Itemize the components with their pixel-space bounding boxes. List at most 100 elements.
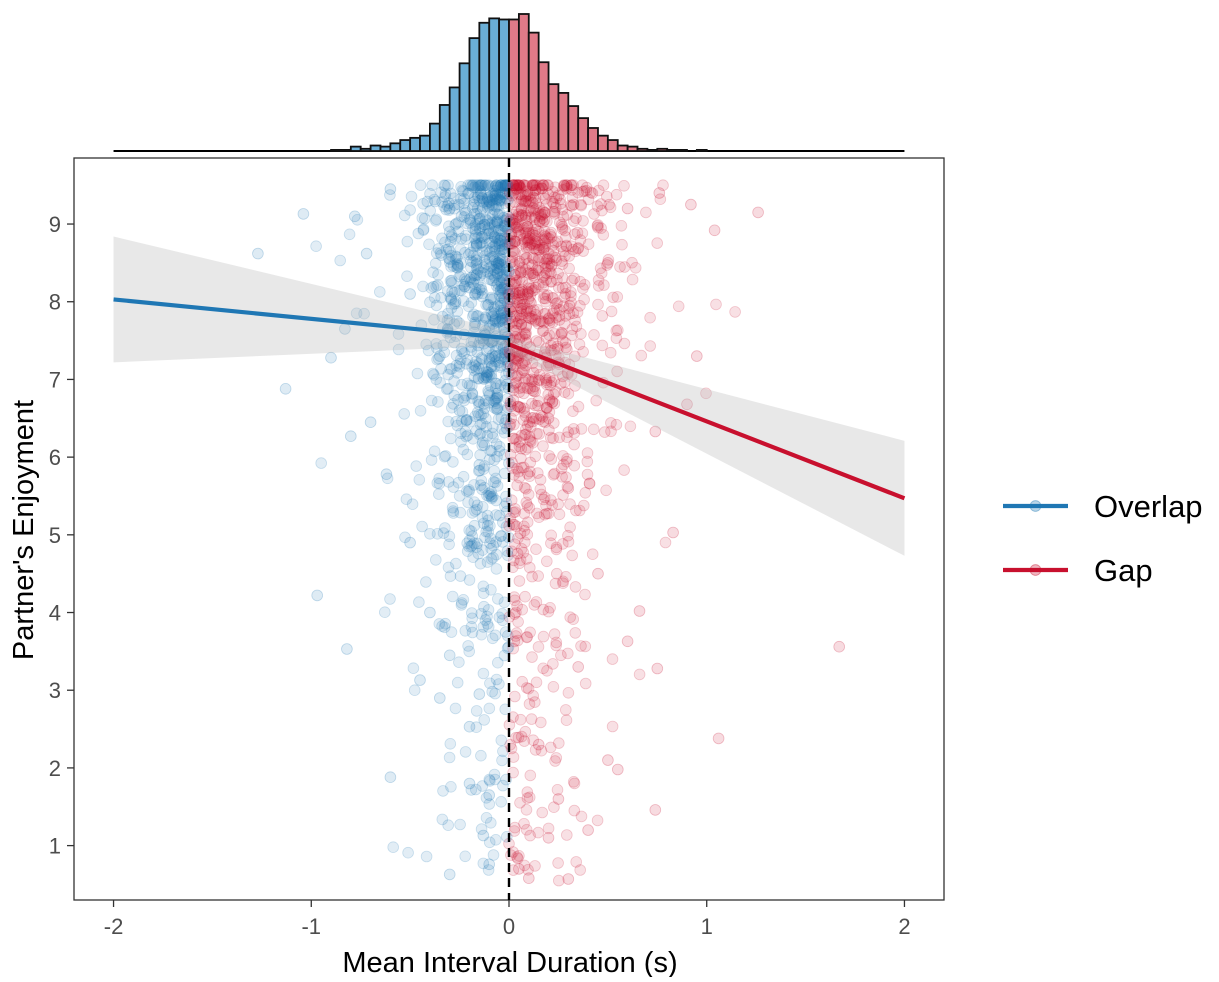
y-axis-label: Partner's Enjoyment	[8, 400, 40, 660]
gap-point	[527, 652, 538, 663]
gap-point	[627, 274, 638, 285]
overlap-point	[481, 422, 492, 433]
overlap-point	[485, 490, 496, 501]
gap-point	[521, 497, 532, 508]
overlap-point	[335, 255, 346, 266]
overlap-point	[418, 225, 429, 236]
overlap-point	[365, 417, 376, 428]
overlap-point	[491, 564, 502, 575]
gap-point	[524, 699, 535, 710]
overlap-point	[465, 416, 476, 427]
gap-point	[553, 858, 564, 869]
gap-point	[603, 258, 614, 269]
overlap-point	[437, 233, 448, 244]
gap-point	[530, 375, 541, 386]
overlap-point	[496, 282, 507, 293]
overlap-point	[452, 259, 463, 270]
gap-point	[543, 413, 554, 424]
overlap-point	[479, 251, 490, 262]
overlap-point	[464, 485, 475, 496]
gap-point	[531, 544, 542, 555]
marginal-histogram	[114, 14, 905, 151]
overlap-point	[405, 205, 416, 216]
gap-point	[548, 681, 559, 692]
overlap-point	[326, 352, 337, 363]
overlap-point	[471, 542, 482, 553]
gap-point	[558, 451, 569, 462]
overlap-point	[475, 207, 486, 218]
gap-point	[561, 830, 572, 841]
gap-point	[622, 636, 633, 647]
gap-point	[538, 663, 549, 674]
gap-histogram-bar	[608, 140, 618, 151]
overlap-point	[489, 466, 500, 477]
gap-point	[559, 292, 570, 303]
overlap-point	[478, 668, 489, 679]
gap-point	[650, 805, 661, 816]
x-tick-label: 2	[898, 914, 910, 939]
overlap-point	[439, 201, 450, 212]
overlap-point	[469, 192, 480, 203]
gap-point	[511, 732, 522, 743]
overlap-point	[316, 458, 327, 469]
gap-histogram-bar	[558, 93, 568, 151]
legend: OverlapGap	[1003, 489, 1203, 588]
overlap-point	[460, 625, 471, 636]
gap-point	[510, 507, 521, 518]
overlap-point	[474, 460, 485, 471]
gap-point	[612, 764, 623, 775]
gap-point	[597, 311, 608, 322]
overlap-point	[381, 469, 392, 480]
overlap-point	[429, 446, 440, 457]
overlap-histogram-bar	[380, 147, 390, 151]
gap-point	[514, 258, 525, 269]
gap-point	[645, 341, 656, 352]
overlap-point	[311, 241, 322, 252]
gap-histogram-bar	[628, 147, 638, 151]
gap-point	[553, 738, 564, 749]
overlap-point	[489, 185, 500, 196]
gap-point	[531, 677, 542, 688]
y-tick-label: 9	[49, 212, 61, 237]
overlap-point	[460, 851, 471, 862]
gap-point	[654, 188, 665, 199]
gap-point	[552, 275, 563, 286]
gap-point	[571, 321, 582, 332]
gap-point	[517, 210, 528, 221]
overlap-point	[412, 368, 423, 379]
overlap-point	[426, 283, 437, 294]
gap-point	[541, 379, 552, 390]
gap-point	[533, 739, 544, 750]
overlap-histogram-bar	[479, 23, 489, 151]
overlap-point	[475, 558, 486, 569]
gap-point	[554, 509, 565, 520]
overlap-point	[481, 812, 492, 823]
gap-point	[563, 874, 574, 885]
gap-point	[641, 207, 652, 218]
gap-point	[560, 225, 571, 236]
gap-point	[607, 654, 618, 665]
overlap-point	[454, 657, 465, 668]
overlap-point	[433, 489, 444, 500]
overlap-point	[437, 621, 448, 632]
gap-point	[514, 290, 525, 301]
gap-point	[520, 191, 531, 202]
y-tick-label: 6	[49, 445, 61, 470]
overlap-point	[447, 591, 458, 602]
overlap-point	[488, 432, 499, 443]
overlap-point	[451, 558, 462, 569]
overlap-point	[476, 629, 487, 640]
overlap-histogram-bar	[371, 146, 381, 151]
gap-histogram-bar	[647, 150, 657, 151]
overlap-point	[411, 461, 422, 472]
overlap-point	[478, 399, 489, 410]
gap-point	[548, 240, 559, 251]
gap-point	[652, 663, 663, 674]
overlap-point	[429, 194, 440, 205]
gap-point	[686, 199, 697, 210]
gap-point	[570, 582, 581, 593]
gap-point	[569, 778, 580, 789]
gap-histogram-bar	[638, 149, 648, 151]
gap-point	[619, 338, 630, 349]
gap-point	[587, 549, 598, 560]
